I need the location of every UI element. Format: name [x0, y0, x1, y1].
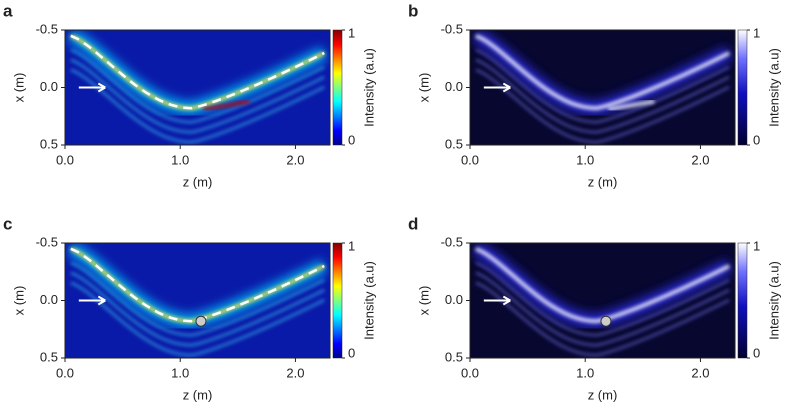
ripple — [70, 68, 325, 144]
x-tick-label: 0.0 — [56, 152, 74, 167]
colorbar-tick-label: 0 — [348, 345, 355, 360]
y-axis-label: x (m) — [416, 286, 431, 316]
y-tick-label: 0.0 — [40, 79, 58, 94]
ripple — [70, 271, 325, 347]
colorbar — [737, 242, 748, 359]
y-tick-label: -0.5 — [441, 21, 463, 36]
heatmap — [470, 30, 735, 145]
beam-hot — [607, 99, 655, 112]
x-tick-label: 1.0 — [576, 152, 594, 167]
colorbar-label: Intensity (a.u) — [766, 261, 781, 340]
ripple — [475, 271, 730, 347]
colorbar-label: Intensity (a.u) — [361, 48, 376, 127]
colorbar — [737, 29, 748, 146]
x-tick-label: 2.0 — [286, 365, 304, 380]
ripple — [475, 58, 730, 134]
heatmap — [65, 30, 330, 145]
colorbar-tick-label: 0 — [753, 345, 760, 360]
x-axis-label: z (m) — [588, 174, 618, 189]
x-tick-label: 2.0 — [691, 152, 709, 167]
y-tick-label: -0.5 — [36, 234, 58, 249]
colorbar — [332, 29, 343, 146]
colorbar-tick-label: 1 — [753, 25, 760, 40]
ripple — [475, 281, 730, 357]
panel-letter: a — [3, 1, 13, 20]
beam-hot — [202, 99, 250, 112]
x-axis-label: z (m) — [183, 174, 213, 189]
colorbar-tick-label: 1 — [753, 238, 760, 253]
arrow-head — [502, 82, 511, 93]
y-tick-label: 0.0 — [445, 79, 463, 94]
heatmap — [65, 243, 330, 358]
colorbar-tick-label: 1 — [348, 25, 355, 40]
x-tick-label: 1.0 — [171, 152, 189, 167]
ripple — [475, 68, 730, 144]
x-axis-label: z (m) — [588, 387, 618, 402]
ripple — [70, 261, 325, 337]
y-tick-label: -0.5 — [36, 21, 58, 36]
y-tick-label: -0.5 — [441, 234, 463, 249]
beam-core — [474, 33, 731, 111]
y-tick-label: 0.5 — [40, 136, 58, 151]
y-tick-label: 0.5 — [445, 136, 463, 151]
ripple — [70, 281, 325, 357]
x-tick-label: 1.0 — [576, 365, 594, 380]
colorbar — [332, 242, 343, 359]
scatterer — [195, 315, 207, 327]
x-tick-label: 0.0 — [461, 365, 479, 380]
y-tick-label: 0.0 — [40, 292, 58, 307]
y-axis-label: x (m) — [11, 73, 26, 103]
scatterer — [600, 315, 612, 327]
y-tick-label: 0.5 — [40, 349, 58, 364]
x-tick-label: 0.0 — [56, 365, 74, 380]
dashed-path — [70, 247, 325, 323]
panel-letter: d — [408, 214, 418, 233]
x-axis-label: z (m) — [183, 387, 213, 402]
colorbar-label: Intensity (a.u) — [361, 261, 376, 340]
ripple — [475, 48, 730, 124]
colorbar-tick-label: 1 — [348, 238, 355, 253]
x-tick-label: 2.0 — [691, 365, 709, 380]
ripple — [70, 48, 325, 124]
dashed-path — [70, 34, 325, 110]
y-tick-label: 0.0 — [445, 292, 463, 307]
arrow-head — [97, 295, 106, 306]
heatmap — [470, 243, 735, 358]
x-tick-label: 0.0 — [461, 152, 479, 167]
x-tick-label: 2.0 — [286, 152, 304, 167]
x-tick-label: 1.0 — [171, 365, 189, 380]
arrow-head — [97, 82, 106, 93]
y-axis-label: x (m) — [416, 73, 431, 103]
colorbar-label: Intensity (a.u) — [766, 48, 781, 127]
panel-letter: c — [3, 214, 12, 233]
colorbar-tick-label: 0 — [348, 132, 355, 147]
colorbar-tick-label: 0 — [753, 132, 760, 147]
y-axis-label: x (m) — [11, 286, 26, 316]
panel-letter: b — [408, 1, 418, 20]
arrow-head — [502, 295, 511, 306]
ripple — [70, 58, 325, 134]
y-tick-label: 0.5 — [445, 349, 463, 364]
ripple — [475, 261, 730, 337]
